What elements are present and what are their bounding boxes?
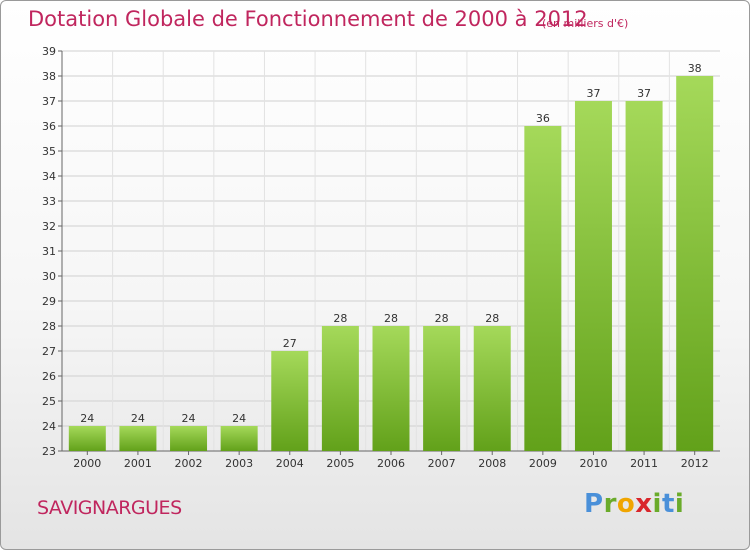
x-tick-label: 2012 bbox=[681, 457, 709, 470]
logo-letter: i bbox=[674, 489, 685, 519]
y-tick-label: 24 bbox=[42, 420, 56, 433]
y-tick-label: 33 bbox=[42, 195, 56, 208]
x-tick-label: 2010 bbox=[579, 457, 607, 470]
y-tick-label: 38 bbox=[42, 70, 56, 83]
data-label: 24 bbox=[80, 412, 94, 425]
bar bbox=[170, 426, 208, 451]
data-label: 28 bbox=[384, 312, 398, 325]
x-tick-label: 2001 bbox=[124, 457, 152, 470]
proxiti-logo: Proxiti bbox=[584, 489, 684, 519]
y-tick-label: 34 bbox=[42, 170, 56, 183]
bar bbox=[676, 76, 714, 451]
x-tick-label: 2005 bbox=[326, 457, 354, 470]
y-tick-label: 26 bbox=[42, 370, 56, 383]
bar bbox=[423, 326, 461, 451]
bars bbox=[68, 76, 714, 451]
x-tick-label: 2003 bbox=[225, 457, 253, 470]
bar bbox=[574, 101, 612, 451]
data-label: 28 bbox=[333, 312, 347, 325]
chart-unit: (en milliers d'€) bbox=[542, 17, 629, 30]
x-tick-label: 2006 bbox=[377, 457, 405, 470]
y-tick-label: 23 bbox=[42, 445, 56, 458]
bar bbox=[68, 426, 106, 451]
bar bbox=[220, 426, 258, 451]
data-label: 24 bbox=[232, 412, 246, 425]
data-label: 24 bbox=[131, 412, 145, 425]
x-tick-label: 2007 bbox=[428, 457, 456, 470]
data-label: 27 bbox=[283, 337, 297, 350]
labels: 2000 24 2001 24 2002 24 2003 24 2004 27 2005 28 2006… bbox=[73, 62, 708, 470]
data-label: 37 bbox=[586, 87, 600, 100]
y-tick-label: 37 bbox=[42, 95, 56, 108]
data-label: 37 bbox=[637, 87, 651, 100]
y-tick-label: 35 bbox=[42, 145, 56, 158]
bar bbox=[321, 326, 359, 451]
data-label: 24 bbox=[182, 412, 196, 425]
y-tick-label: 25 bbox=[42, 395, 56, 408]
y-tick-label: 36 bbox=[42, 120, 56, 133]
bar bbox=[271, 351, 309, 451]
data-label: 38 bbox=[688, 62, 702, 75]
x-tick-label: 2009 bbox=[529, 457, 557, 470]
logo-letter: r bbox=[603, 489, 617, 519]
y-tick-label: 30 bbox=[42, 270, 56, 283]
bar bbox=[625, 101, 663, 451]
x-tick-label: 2011 bbox=[630, 457, 658, 470]
x-tick-label: 2008 bbox=[478, 457, 506, 470]
logo-letter: P bbox=[584, 489, 604, 519]
data-label: 28 bbox=[485, 312, 499, 325]
logo-letter: i bbox=[652, 489, 662, 519]
y-tick-label: 29 bbox=[42, 295, 56, 308]
logo-letter: x bbox=[635, 489, 653, 519]
data-label: 28 bbox=[435, 312, 449, 325]
y-tick-label: 39 bbox=[42, 45, 56, 58]
chart-title: Dotation Globale de Fonctionnement de 20… bbox=[28, 7, 588, 31]
y-tick-label: 28 bbox=[42, 320, 56, 333]
x-tick-label: 2002 bbox=[175, 457, 203, 470]
bar bbox=[473, 326, 511, 451]
bar bbox=[524, 126, 562, 451]
bar bbox=[372, 326, 410, 451]
logo-letter: o bbox=[616, 489, 636, 519]
bar bbox=[119, 426, 157, 451]
data-label: 36 bbox=[536, 112, 550, 125]
city-name: SAVIGNARGUES bbox=[37, 497, 182, 519]
y-tick-label: 27 bbox=[42, 345, 56, 358]
y-tick-label: 32 bbox=[42, 220, 56, 233]
x-tick-label: 2004 bbox=[276, 457, 304, 470]
logo-letter: t bbox=[661, 489, 675, 519]
x-tick-label: 2000 bbox=[73, 457, 101, 470]
y-tick-label: 31 bbox=[42, 245, 56, 258]
